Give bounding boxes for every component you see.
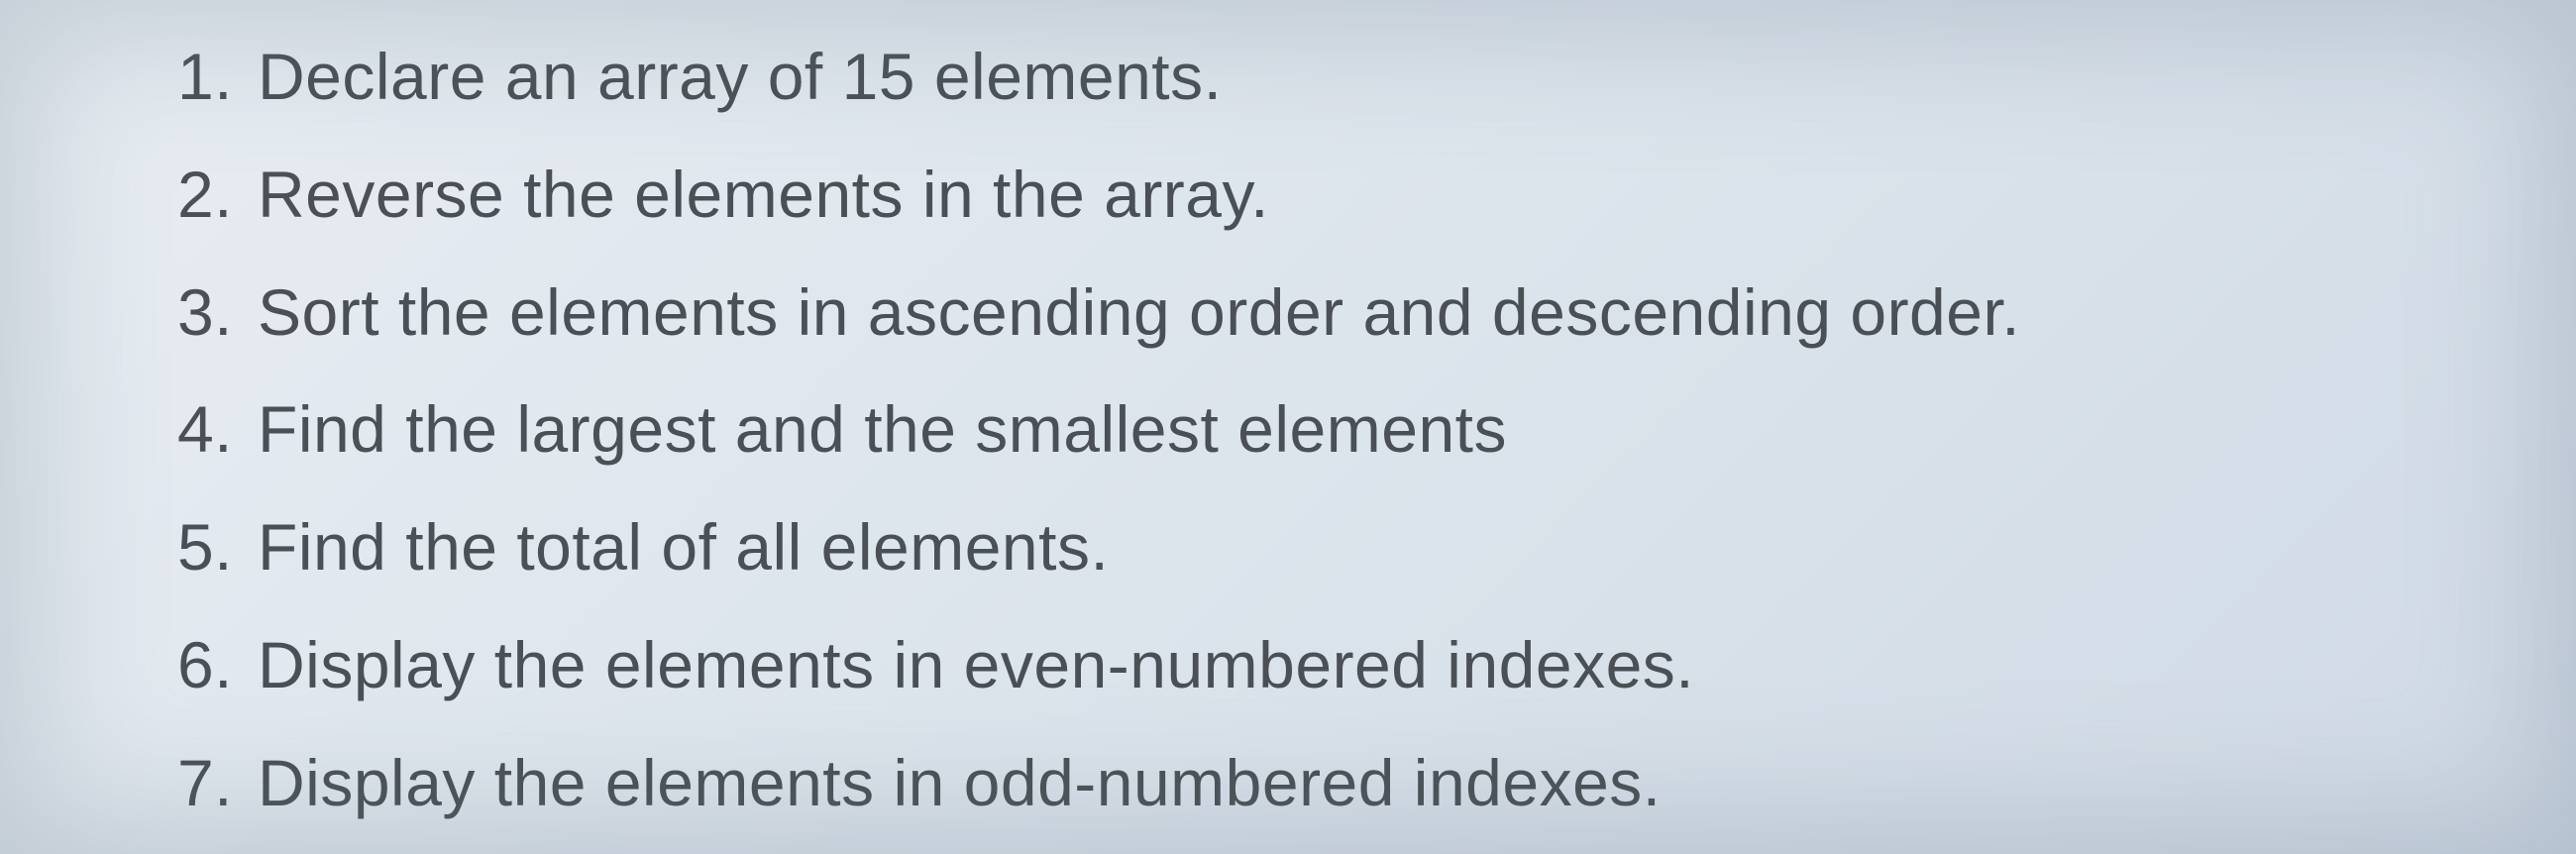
list-item: Display the elements in odd-numbered ind… — [149, 724, 2576, 842]
numbered-list: Declare an array of 15 elements. Reverse… — [149, 18, 2576, 842]
list-item: Declare an array of 15 elements. — [149, 18, 2576, 136]
list-item: Find the largest and the smallest elemen… — [149, 371, 2576, 488]
list-item: Reverse the elements in the array. — [149, 136, 2576, 254]
list-item: Display the elements in even-numbered in… — [149, 606, 2576, 724]
list-item: Find the total of all elements. — [149, 488, 2576, 606]
list-item: Sort the elements in ascending order and… — [149, 254, 2576, 372]
document-content: Declare an array of 15 elements. Reverse… — [0, 0, 2576, 842]
